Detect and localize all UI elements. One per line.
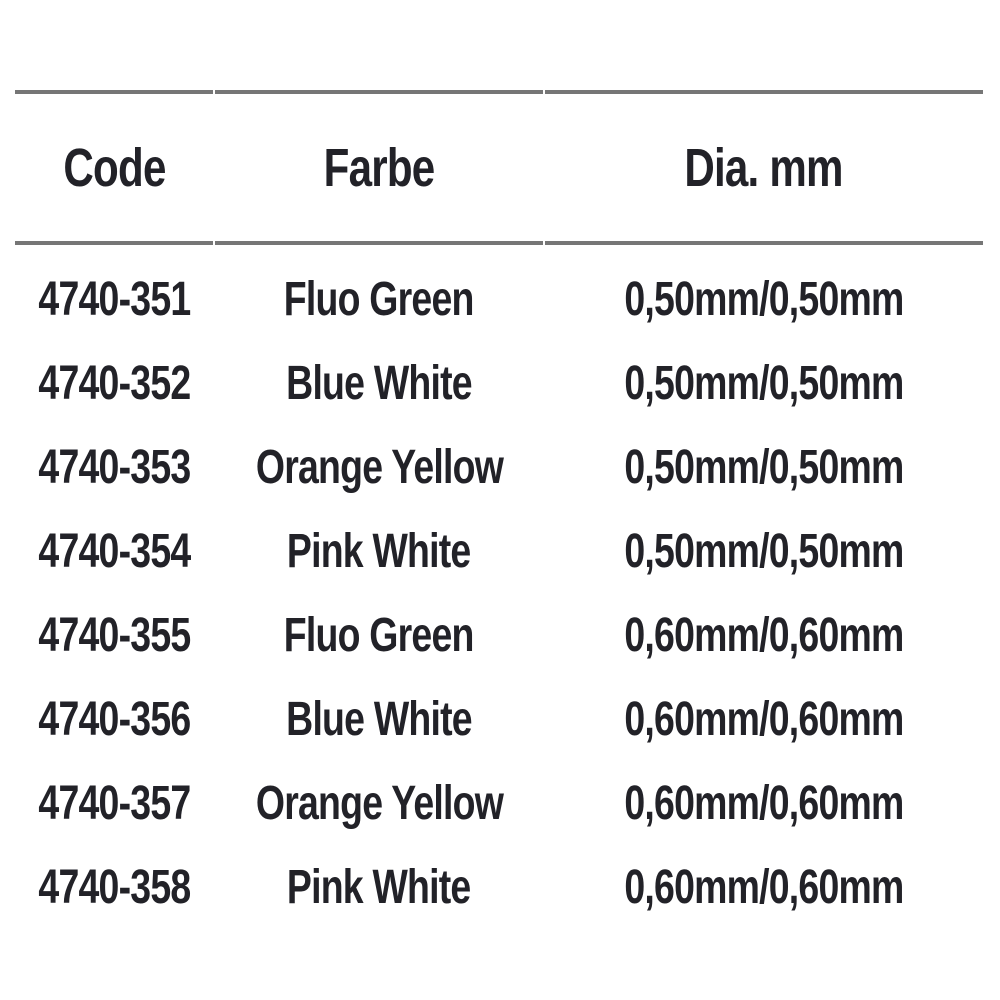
cell-dia: 0,50mm/0,50mm	[545, 509, 983, 593]
farbe-value: Blue White	[286, 356, 472, 410]
farbe-value: Pink White	[287, 860, 471, 914]
cell-code: 4740-355	[15, 593, 213, 677]
cell-farbe: Fluo Green	[215, 593, 543, 677]
cell-dia: 0,50mm/0,50mm	[545, 341, 983, 425]
table-row: 4740-357 Orange Yellow 0,60mm/0,60mm	[15, 761, 983, 845]
code-value: 4740-352	[37, 356, 191, 410]
cell-code: 4740-358	[15, 845, 213, 929]
table-row: 4740-358 Pink White 0,60mm/0,60mm	[15, 845, 983, 929]
table-row: 4740-352 Blue White 0,50mm/0,50mm	[15, 341, 983, 425]
code-value: 4740-355	[37, 608, 191, 662]
code-value: 4740-357	[37, 776, 191, 830]
cell-code: 4740-357	[15, 761, 213, 845]
farbe-value: Blue White	[286, 692, 472, 746]
cell-code: 4740-351	[15, 245, 213, 341]
table-row: 4740-355 Fluo Green 0,60mm/0,60mm	[15, 593, 983, 677]
farbe-value: Orange Yellow	[255, 440, 503, 494]
table-row: 4740-356 Blue White 0,60mm/0,60mm	[15, 677, 983, 761]
farbe-value: Orange Yellow	[255, 776, 503, 830]
header-dia-label: Dia. mm	[684, 137, 844, 198]
cell-farbe: Blue White	[215, 341, 543, 425]
cell-farbe: Orange Yellow	[215, 425, 543, 509]
dia-value: 0,60mm/0,60mm	[624, 860, 904, 914]
farbe-value: Fluo Green	[284, 608, 475, 662]
code-value: 4740-356	[37, 692, 191, 746]
code-value: 4740-358	[37, 860, 191, 914]
cell-farbe: Blue White	[215, 677, 543, 761]
table-row: 4740-353 Orange Yellow 0,50mm/0,50mm	[15, 425, 983, 509]
farbe-value: Pink White	[287, 524, 471, 578]
cell-farbe: Fluo Green	[215, 245, 543, 341]
table-row: 4740-351 Fluo Green 0,50mm/0,50mm	[15, 245, 983, 341]
dia-value: 0,60mm/0,60mm	[624, 608, 904, 662]
cell-code: 4740-354	[15, 509, 213, 593]
dia-value: 0,50mm/0,50mm	[624, 356, 904, 410]
code-value: 4740-354	[37, 524, 191, 578]
header-cell-dia: Dia. mm	[545, 90, 983, 245]
dia-value: 0,60mm/0,60mm	[624, 776, 904, 830]
dia-value: 0,50mm/0,50mm	[624, 440, 904, 494]
header-cell-farbe: Farbe	[215, 90, 543, 245]
farbe-value: Fluo Green	[284, 272, 475, 326]
header-row: Code Farbe Dia. mm	[15, 90, 983, 245]
header-code-label: Code	[62, 137, 166, 198]
cell-dia: 0,60mm/0,60mm	[545, 845, 983, 929]
header-cell-code: Code	[15, 90, 213, 245]
dia-value: 0,50mm/0,50mm	[624, 524, 904, 578]
dia-value: 0,50mm/0,50mm	[624, 272, 904, 326]
code-value: 4740-351	[37, 272, 191, 326]
cell-dia: 0,50mm/0,50mm	[545, 245, 983, 341]
cell-dia: 0,60mm/0,60mm	[545, 677, 983, 761]
cell-farbe: Pink White	[215, 509, 543, 593]
cell-farbe: Orange Yellow	[215, 761, 543, 845]
product-table: Code Farbe Dia. mm 4740-351 Fluo Green 0…	[13, 90, 985, 929]
code-value: 4740-353	[37, 440, 191, 494]
table-row: 4740-354 Pink White 0,50mm/0,50mm	[15, 509, 983, 593]
cell-code: 4740-353	[15, 425, 213, 509]
cell-dia: 0,50mm/0,50mm	[545, 425, 983, 509]
cell-code: 4740-352	[15, 341, 213, 425]
dia-value: 0,60mm/0,60mm	[624, 692, 904, 746]
cell-dia: 0,60mm/0,60mm	[545, 761, 983, 845]
cell-code: 4740-356	[15, 677, 213, 761]
header-farbe-label: Farbe	[323, 137, 436, 198]
cell-farbe: Pink White	[215, 845, 543, 929]
cell-dia: 0,60mm/0,60mm	[545, 593, 983, 677]
